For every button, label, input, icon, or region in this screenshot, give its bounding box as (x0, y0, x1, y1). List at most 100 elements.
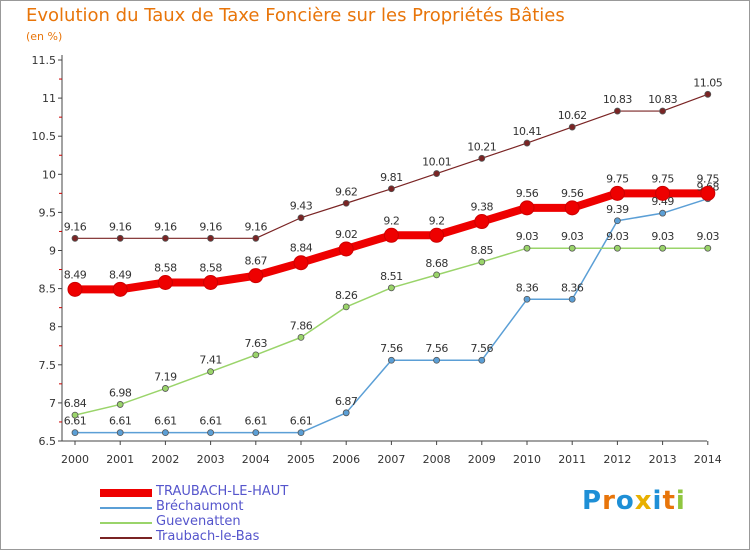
data-label: 9.03 (606, 230, 629, 243)
data-point (568, 244, 576, 252)
data-label: 10.01 (422, 156, 451, 169)
data-label: 6.61 (290, 415, 313, 428)
chart-title: Evolution du Taux de Taxe Foncière sur l… (26, 5, 565, 26)
data-label: 6.87 (335, 395, 358, 408)
data-label: 9.16 (109, 220, 132, 233)
data-point (207, 234, 215, 242)
data-label: 6.61 (245, 415, 268, 428)
logo-letter: i (652, 486, 663, 516)
data-point (342, 303, 350, 311)
data-point (252, 234, 260, 242)
x-tick-label: 2011 (558, 453, 586, 466)
data-label: 9.2 (383, 214, 399, 227)
data-point (342, 409, 350, 417)
data-label: 10.83 (648, 93, 677, 106)
data-label: 7.56 (471, 342, 494, 355)
data-label: 7.63 (245, 337, 268, 350)
data-label: 6.98 (109, 386, 132, 399)
data-point (704, 90, 712, 98)
x-tick-label: 2005 (287, 453, 315, 466)
legend-label: Bréchaumont (156, 499, 244, 514)
data-label: 9.2 (429, 214, 445, 227)
data-point (297, 214, 305, 222)
data-label: 9.81 (380, 171, 403, 184)
data-point (161, 385, 169, 392)
data-label: 8.26 (335, 289, 358, 302)
y-tick-label: 9.5 (39, 206, 57, 219)
data-point (523, 295, 531, 303)
legend-label: Traubach-le-Bas (156, 529, 260, 544)
data-label: 10.21 (467, 140, 496, 153)
data-label: 6.61 (109, 415, 132, 428)
y-tick-label: 11 (42, 92, 56, 105)
y-tick-label: 7 (49, 397, 56, 410)
data-point (71, 234, 79, 242)
data-point (659, 244, 666, 252)
data-label: 9.38 (471, 201, 494, 214)
x-tick-label: 2008 (423, 453, 451, 466)
y-tick-label: 11.5 (32, 54, 57, 67)
data-point (116, 401, 124, 408)
data-label: 8.49 (109, 268, 132, 281)
data-label: 9.39 (606, 203, 629, 216)
chart-unit-label: (en %) (26, 30, 63, 43)
data-label: 9.43 (290, 200, 313, 213)
data-point (161, 429, 169, 437)
data-label: 10.62 (558, 109, 587, 122)
data-point (116, 234, 124, 242)
data-label: 9.16 (64, 220, 87, 233)
x-tick-label: 2003 (197, 453, 225, 466)
data-point (474, 214, 490, 230)
data-point (519, 200, 535, 216)
y-tick-label: 10.5 (32, 130, 57, 143)
data-label: 7.86 (290, 319, 313, 332)
data-point (207, 368, 215, 376)
data-label: 9.03 (516, 230, 539, 243)
data-label: 7.41 (199, 354, 222, 367)
y-tick-label: 8.5 (39, 283, 57, 296)
logo-letter: r (602, 486, 616, 516)
data-label: 7.56 (380, 342, 403, 355)
x-tick-label: 2010 (513, 453, 541, 466)
data-label: 9.16 (245, 220, 268, 233)
data-point (614, 244, 621, 252)
data-point (71, 429, 79, 437)
data-label: 6.61 (199, 415, 222, 428)
data-point (387, 185, 395, 193)
data-label: 7.19 (154, 370, 177, 383)
data-point (523, 139, 531, 147)
data-label: 9.62 (335, 185, 358, 198)
data-label: 6.61 (154, 415, 177, 428)
data-label: 9.56 (516, 187, 539, 200)
data-label: 10.83 (603, 93, 632, 106)
data-label: 9.02 (335, 228, 358, 241)
logo-letter: x (634, 486, 653, 516)
data-point (203, 275, 219, 291)
x-tick-label: 2007 (377, 453, 405, 466)
data-point (383, 227, 399, 243)
data-point (297, 429, 305, 437)
data-point (297, 333, 305, 341)
logo-letter: o (615, 486, 635, 516)
data-point (478, 258, 486, 266)
data-point (387, 356, 395, 364)
data-label: 8.68 (425, 257, 448, 270)
x-tick-label: 2000 (61, 453, 89, 466)
data-label: 8.36 (516, 281, 539, 294)
y-tick-label: 8 (49, 321, 56, 334)
x-tick-label: 2006 (332, 453, 360, 466)
data-point (248, 268, 264, 284)
x-tick-label: 2002 (151, 453, 179, 466)
data-point (478, 356, 486, 364)
data-point (71, 411, 79, 419)
data-point (207, 429, 215, 437)
data-label: 9.03 (651, 230, 674, 243)
data-label: 10.41 (513, 125, 542, 138)
y-tick-label: 7.5 (39, 359, 57, 372)
data-label: 11.05 (693, 76, 722, 89)
data-point (609, 185, 625, 201)
data-label: 9.03 (561, 230, 584, 243)
data-point (157, 275, 173, 291)
data-label: 9.03 (697, 230, 720, 243)
